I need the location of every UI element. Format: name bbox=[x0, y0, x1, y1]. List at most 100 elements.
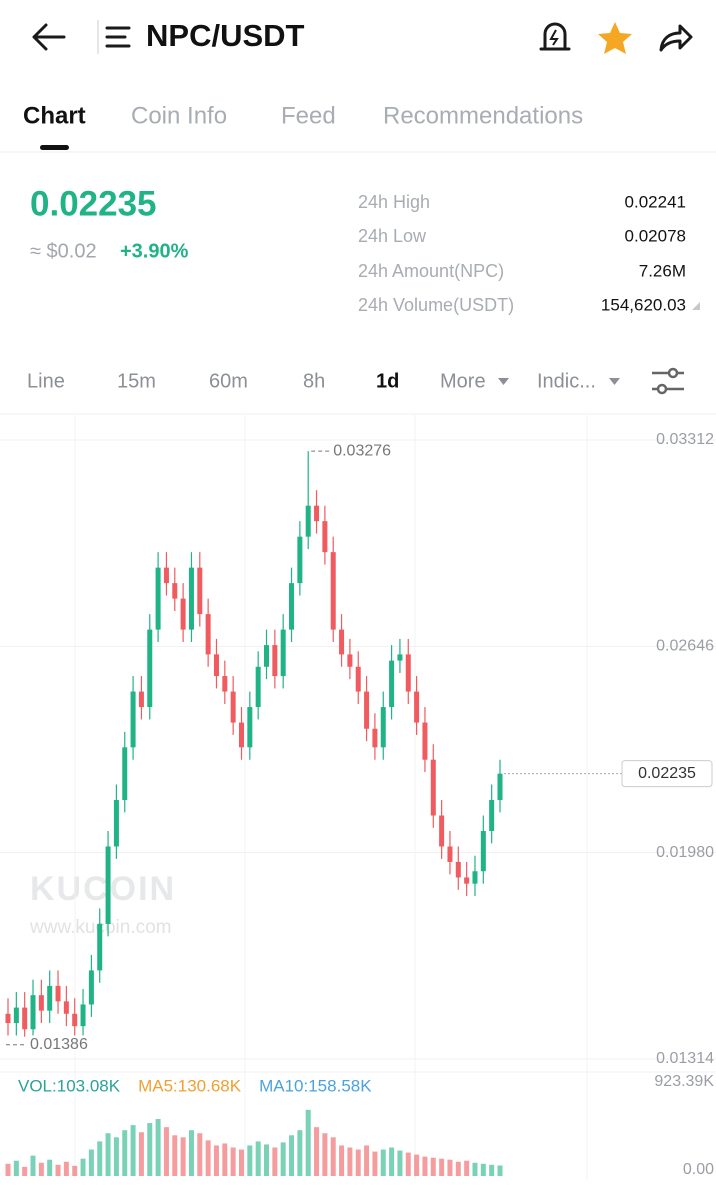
tab[interactable]: Feed bbox=[281, 102, 336, 129]
candle-body bbox=[230, 691, 236, 723]
volume-bar bbox=[364, 1145, 370, 1176]
menu-button[interactable] bbox=[105, 26, 131, 48]
candle-body bbox=[255, 666, 261, 708]
back-button[interactable] bbox=[32, 23, 66, 51]
candle-body bbox=[305, 505, 311, 537]
favorite-button[interactable] bbox=[598, 22, 632, 54]
candle-body bbox=[163, 567, 169, 584]
candle-body bbox=[72, 1013, 78, 1027]
candle-body bbox=[105, 846, 111, 924]
candle-body bbox=[272, 645, 278, 677]
dropdown-arrow bbox=[498, 378, 509, 385]
candle-body bbox=[280, 629, 286, 677]
corner-icon bbox=[692, 302, 700, 310]
tab[interactable]: Coin Info bbox=[131, 102, 227, 129]
volume-bar bbox=[355, 1149, 361, 1176]
volume-bar bbox=[389, 1147, 395, 1176]
candle-body bbox=[147, 629, 153, 708]
volume-bar bbox=[180, 1137, 186, 1176]
candle-body bbox=[155, 567, 161, 630]
candle-body bbox=[13, 1007, 19, 1024]
candle-body bbox=[430, 759, 436, 816]
candle-body bbox=[188, 567, 194, 630]
volume-bar bbox=[63, 1161, 69, 1176]
volume-legend: MA10:158.58K bbox=[259, 1076, 372, 1095]
candle-body bbox=[364, 691, 370, 729]
interval-more[interactable]: More bbox=[440, 370, 486, 392]
alert-icon bbox=[549, 29, 559, 46]
stat-value: 0.02078 bbox=[625, 226, 686, 245]
volume-legend: VOL:103.08K bbox=[18, 1076, 121, 1095]
volume-bar bbox=[238, 1149, 244, 1176]
volume-bar bbox=[188, 1130, 194, 1176]
volume-bar bbox=[205, 1140, 211, 1176]
volume-bar bbox=[430, 1157, 436, 1176]
candle-body bbox=[389, 660, 395, 708]
volume-bar bbox=[414, 1154, 420, 1176]
candle-body bbox=[5, 1013, 11, 1024]
volume-bar bbox=[147, 1123, 153, 1176]
candle-body bbox=[480, 830, 486, 872]
stat-value: 0.02241 bbox=[625, 192, 686, 211]
candle-body bbox=[447, 846, 453, 862]
volume-bar bbox=[497, 1165, 503, 1176]
interval[interactable]: 1d bbox=[376, 370, 399, 392]
candle-body bbox=[122, 747, 128, 800]
candle-chart: 0.03312 0.02646 0.01980 0.01314 0.03276 0.013… bbox=[0, 415, 716, 1180]
volume-bar bbox=[297, 1130, 303, 1176]
candle-body bbox=[222, 676, 228, 692]
candle-body bbox=[247, 707, 253, 748]
alert-button[interactable] bbox=[539, 22, 571, 51]
volume-bar bbox=[30, 1155, 36, 1176]
candle-body bbox=[347, 654, 353, 667]
stat-value: 7.26M bbox=[639, 261, 686, 280]
volume-bar bbox=[472, 1162, 478, 1176]
candle-body bbox=[55, 985, 61, 1002]
volume-bar bbox=[464, 1160, 470, 1176]
indicator-menu[interactable]: Indic... bbox=[537, 370, 596, 392]
settings-button[interactable] bbox=[652, 367, 684, 395]
volume-tick-label: 923.39K bbox=[654, 1073, 714, 1090]
candle-body bbox=[113, 799, 119, 847]
interval[interactable]: Line bbox=[27, 370, 65, 392]
volume-bar bbox=[13, 1160, 19, 1176]
volume-bar bbox=[397, 1150, 403, 1176]
volume-bar bbox=[314, 1127, 320, 1176]
candle-body bbox=[489, 799, 495, 831]
candle-body bbox=[289, 583, 295, 630]
volume-bar bbox=[55, 1164, 61, 1176]
dropdown-arrow bbox=[609, 378, 620, 385]
interval[interactable]: 15m bbox=[117, 370, 156, 392]
volume-bar bbox=[339, 1145, 345, 1176]
volume-bar bbox=[405, 1152, 411, 1176]
volume-bar bbox=[255, 1141, 261, 1176]
volume-bar bbox=[322, 1133, 328, 1176]
candle-body bbox=[330, 552, 336, 630]
tab[interactable]: Recommendations bbox=[383, 102, 583, 129]
pair-title: NPC/USDT bbox=[146, 18, 305, 53]
last-price-tag: 0.02235 bbox=[638, 765, 696, 782]
candle-body bbox=[422, 722, 428, 760]
candle-body bbox=[264, 645, 270, 667]
interval[interactable]: 60m bbox=[209, 370, 248, 392]
interval[interactable]: 8h bbox=[303, 370, 325, 392]
candle-body bbox=[439, 815, 445, 847]
tab[interactable]: Chart bbox=[23, 102, 86, 129]
share-button[interactable] bbox=[659, 24, 693, 52]
candle-body bbox=[180, 598, 186, 630]
volume-bar bbox=[289, 1135, 295, 1176]
volume-bar bbox=[72, 1165, 78, 1176]
stat-label: 24h Low bbox=[358, 226, 427, 246]
candle-body bbox=[314, 505, 320, 522]
volume-bar bbox=[372, 1151, 378, 1176]
volume-legend: MA5:130.68K bbox=[138, 1076, 242, 1095]
candle-body bbox=[472, 871, 478, 884]
candle-body bbox=[63, 1001, 69, 1014]
candle-body bbox=[205, 614, 211, 655]
candle-body bbox=[405, 654, 411, 692]
candle-body bbox=[213, 654, 219, 677]
candle-body bbox=[138, 691, 144, 708]
volume-bar bbox=[122, 1130, 128, 1176]
